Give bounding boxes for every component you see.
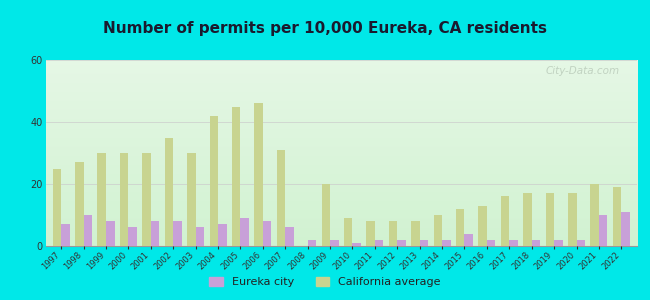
Bar	[500, 196, 510, 246]
Bar	[187, 153, 196, 246]
Bar	[120, 153, 129, 246]
Bar	[487, 240, 495, 246]
Bar	[590, 184, 599, 246]
Text: Number of permits per 10,000 Eureka, CA residents: Number of permits per 10,000 Eureka, CA …	[103, 21, 547, 36]
Bar	[330, 240, 339, 246]
Bar	[61, 224, 70, 246]
Bar	[106, 221, 114, 246]
Bar	[164, 137, 173, 246]
Bar	[277, 150, 285, 246]
Bar	[411, 221, 420, 246]
Bar	[352, 243, 361, 246]
Bar	[84, 215, 92, 246]
Bar	[151, 221, 159, 246]
Bar	[53, 169, 61, 246]
Legend: Eureka city, California average: Eureka city, California average	[205, 272, 445, 291]
Bar	[240, 218, 249, 246]
Bar	[510, 240, 518, 246]
Bar	[599, 215, 607, 246]
Bar	[532, 240, 540, 246]
Bar	[285, 227, 294, 246]
Bar	[397, 240, 406, 246]
Bar	[218, 224, 227, 246]
Bar	[465, 234, 473, 246]
Bar	[307, 240, 316, 246]
Text: City-Data.com: City-Data.com	[545, 66, 619, 76]
Bar	[389, 221, 397, 246]
Bar	[456, 209, 465, 246]
Bar	[142, 153, 151, 246]
Bar	[375, 240, 383, 246]
Bar	[613, 187, 621, 246]
Bar	[209, 116, 218, 246]
Bar	[232, 106, 240, 246]
Bar	[621, 212, 630, 246]
Bar	[322, 184, 330, 246]
Bar	[173, 221, 182, 246]
Bar	[442, 240, 450, 246]
Bar	[263, 221, 271, 246]
Bar	[545, 193, 554, 246]
Bar	[75, 162, 84, 246]
Bar	[523, 193, 532, 246]
Bar	[367, 221, 375, 246]
Bar	[420, 240, 428, 246]
Bar	[478, 206, 487, 246]
Bar	[196, 227, 204, 246]
Bar	[568, 193, 577, 246]
Bar	[254, 103, 263, 246]
Bar	[344, 218, 352, 246]
Bar	[129, 227, 137, 246]
Bar	[577, 240, 585, 246]
Bar	[98, 153, 106, 246]
Bar	[434, 215, 442, 246]
Bar	[554, 240, 563, 246]
